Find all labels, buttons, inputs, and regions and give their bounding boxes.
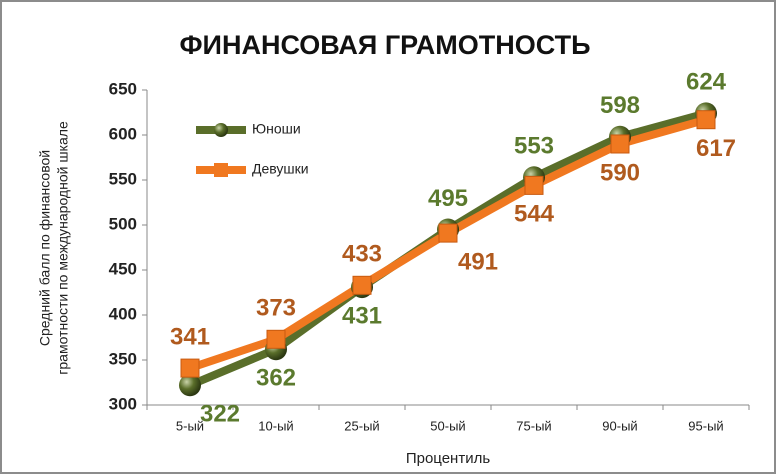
marker	[179, 374, 201, 397]
y-axis-label-line: грамотности по международной шкале	[55, 121, 71, 375]
marker	[352, 275, 372, 295]
x-tick-label: 50-ый	[430, 418, 465, 433]
y-tick-label: 550	[109, 169, 137, 188]
x-tick-label: 95-ый	[688, 418, 723, 433]
x-tick-label: 75-ый	[516, 418, 551, 433]
y-tick-label: 300	[109, 394, 137, 413]
data-label: 322	[200, 401, 240, 428]
y-axis-label-line: Средний балл по финансовой	[37, 150, 53, 346]
marker	[696, 110, 716, 130]
data-label: 598	[600, 92, 640, 119]
legend-marker	[214, 123, 228, 137]
data-label: 362	[256, 365, 296, 392]
data-label: 431	[342, 302, 382, 329]
data-label: 373	[256, 295, 296, 322]
y-tick-label: 400	[109, 304, 137, 323]
marker	[524, 175, 544, 195]
data-label: 590	[600, 159, 640, 186]
marker	[266, 329, 286, 349]
y-tick-label: 600	[109, 124, 137, 143]
data-label: 495	[428, 185, 468, 212]
marker	[438, 223, 458, 243]
data-label: 553	[514, 133, 554, 160]
legend-label: Юноши	[252, 121, 301, 137]
y-tick-label: 450	[109, 259, 137, 278]
data-label: 341	[170, 323, 210, 350]
x-tick-label: 5-ый	[176, 418, 204, 433]
x-tick-label: 25-ый	[344, 418, 379, 433]
data-label: 491	[458, 248, 498, 275]
legend-label: Девушки	[252, 161, 309, 177]
data-label: 624	[686, 69, 727, 96]
data-label: 544	[514, 201, 555, 228]
x-tick-label: 90-ый	[602, 418, 637, 433]
marker	[610, 134, 630, 154]
data-label: 617	[696, 135, 736, 162]
y-tick-label: 350	[109, 349, 137, 368]
x-axis-label: Процентиль	[406, 450, 491, 467]
x-tick-label: 10-ый	[258, 418, 293, 433]
chart-title: ФИНАНСОВАЯ ГРАМОТНОСТЬ	[180, 30, 591, 60]
data-label: 433	[342, 241, 382, 268]
y-tick-label: 500	[109, 214, 137, 233]
y-tick-label: 650	[109, 79, 137, 98]
marker	[180, 358, 200, 378]
y-axis-label: Средний балл по финансовой грамотности п…	[37, 121, 71, 375]
legend-marker	[214, 163, 228, 177]
